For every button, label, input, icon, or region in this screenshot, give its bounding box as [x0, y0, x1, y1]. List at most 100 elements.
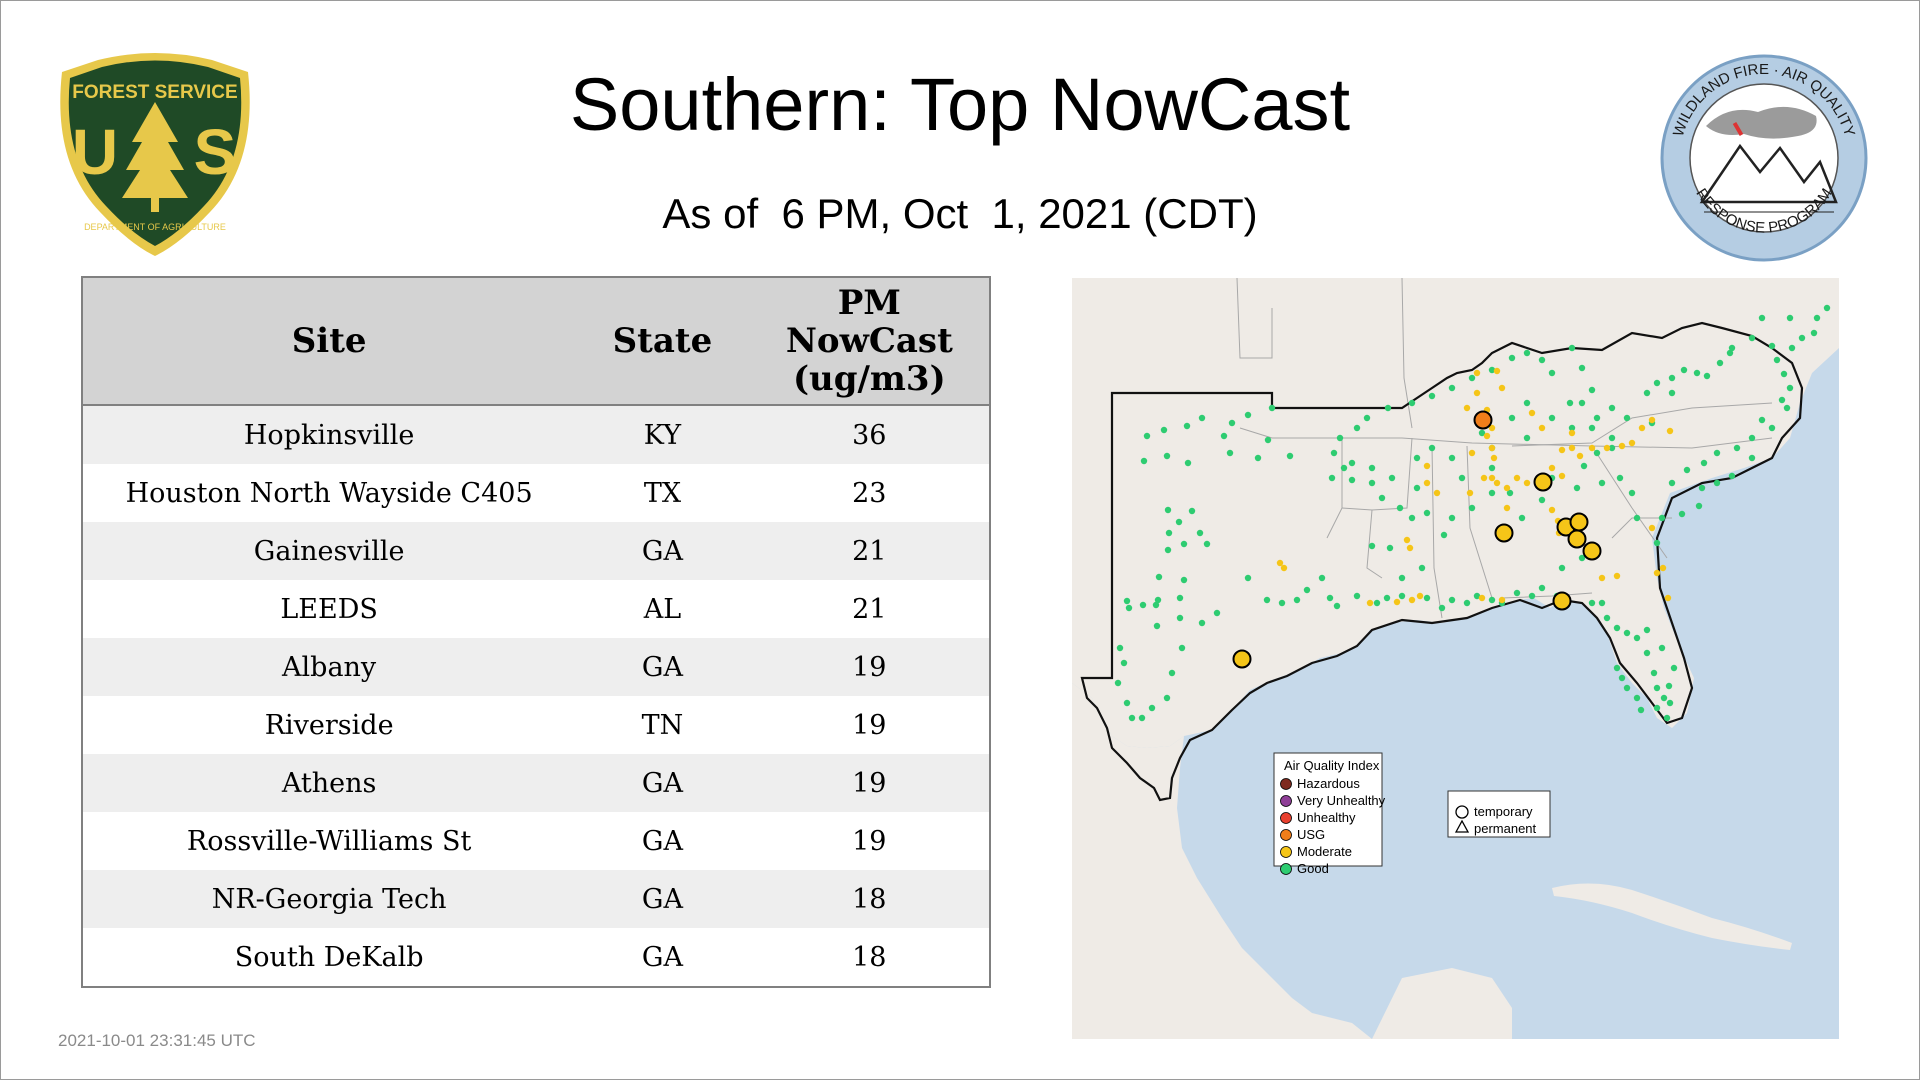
svg-text:S: S — [194, 116, 237, 188]
station-moderate — [1503, 484, 1511, 492]
station-good — [1637, 706, 1645, 714]
cell-value: 36 — [749, 405, 990, 464]
station-moderate — [1666, 427, 1674, 435]
station-good — [1670, 664, 1678, 672]
cell-value: 21 — [749, 522, 990, 580]
triangle-icon — [1454, 819, 1470, 833]
station-good — [1138, 714, 1146, 722]
station-good — [1713, 479, 1721, 487]
svg-text:FOREST SERVICE: FOREST SERVICE — [72, 82, 237, 103]
station-good — [1198, 619, 1206, 627]
station-moderate — [1576, 452, 1584, 460]
station-good — [1398, 592, 1406, 600]
station-moderate — [1503, 504, 1511, 512]
legend-label: Hazardous — [1297, 776, 1360, 791]
station-good — [1616, 474, 1624, 482]
station-moderate — [1393, 598, 1401, 606]
station-good — [1598, 599, 1606, 607]
station-good — [1440, 531, 1448, 539]
station-good — [1488, 489, 1496, 497]
station-good — [1786, 384, 1794, 392]
shape-legend-permanent: permanent — [1474, 821, 1537, 836]
station-moderate — [1416, 592, 1424, 600]
cell-state: KY — [575, 405, 750, 464]
station-good — [1643, 389, 1651, 397]
station-good — [1813, 314, 1821, 322]
station-good — [1183, 422, 1191, 430]
station-good — [1748, 434, 1756, 442]
cell-state: GA — [575, 522, 750, 580]
top-site-marker — [1232, 649, 1252, 669]
station-moderate — [1664, 594, 1672, 602]
station-good — [1448, 596, 1456, 604]
station-good — [1663, 714, 1671, 722]
station-good — [1163, 694, 1171, 702]
cell-site: Houston North Wayside C405 — [82, 464, 576, 522]
top-site-marker — [1567, 529, 1587, 549]
station-moderate — [1648, 416, 1656, 424]
top-site-marker — [1582, 541, 1602, 561]
cell-state: GA — [575, 928, 750, 987]
station-moderate — [1473, 369, 1481, 377]
station-good — [1286, 452, 1294, 460]
station-good — [1378, 494, 1386, 502]
station-good — [1733, 444, 1741, 452]
station-good — [1528, 592, 1536, 600]
header-site: Site — [82, 277, 576, 406]
station-good — [1538, 356, 1546, 364]
station-good — [1180, 576, 1188, 584]
cell-site: Rossville-Williams St — [82, 812, 576, 870]
cell-value: 19 — [749, 696, 990, 754]
station-good — [1613, 624, 1621, 632]
station-good — [1328, 474, 1336, 482]
station-good — [1683, 466, 1691, 474]
station-good — [1188, 507, 1196, 515]
station-good — [1176, 614, 1184, 622]
station-good — [1823, 304, 1831, 312]
station-good — [1768, 424, 1776, 432]
station-good — [1566, 399, 1574, 407]
station-good — [1773, 356, 1781, 364]
station-good — [1580, 462, 1588, 470]
station-good — [1488, 596, 1496, 604]
aqi-monitor-map: Air Quality Index Hazardous Very Unhealth… — [1072, 278, 1839, 1039]
station-good — [1264, 436, 1272, 444]
station-moderate — [1498, 384, 1506, 392]
table-header-row: Site State PM NowCast (ug/m3) — [82, 277, 990, 406]
legend-swatch — [1280, 863, 1292, 875]
table-row: Hopkinsville KY 36 — [82, 405, 990, 464]
station-good — [1653, 539, 1661, 547]
table-row: Houston North Wayside C405 TX 23 — [82, 464, 990, 522]
station-good — [1244, 411, 1252, 419]
legend-label: Good — [1297, 861, 1329, 876]
forest-service-logo: FOREST SERVICE U S DEPARTMENT OF AGRICUL… — [50, 52, 260, 258]
station-good — [1198, 414, 1206, 422]
station-good — [1810, 329, 1818, 337]
station-moderate — [1490, 454, 1498, 462]
top-nowcast-table: Site State PM NowCast (ug/m3) Hopkinsvil… — [81, 276, 991, 988]
station-moderate — [1648, 524, 1656, 532]
station-good — [1120, 659, 1128, 667]
station-good — [1653, 379, 1661, 387]
wildland-fire-logo: WILDLAND FIRE · AIR QUALITY RESPONSE PRO… — [1658, 52, 1870, 264]
station-good — [1438, 604, 1446, 612]
station-good — [1593, 414, 1601, 422]
station-good — [1353, 592, 1361, 600]
cell-site: Riverside — [82, 696, 576, 754]
station-good — [1330, 449, 1338, 457]
generated-timestamp: 2021-10-01 23:31:45 UTC — [58, 1031, 256, 1050]
station-good — [1140, 457, 1148, 465]
cell-value: 21 — [749, 580, 990, 638]
station-good — [1123, 597, 1131, 605]
station-good — [1368, 464, 1376, 472]
cell-value: 18 — [749, 928, 990, 987]
cell-site: Gainesville — [82, 522, 576, 580]
station-good — [1726, 349, 1734, 357]
cell-state: GA — [575, 754, 750, 812]
station-moderate — [1558, 472, 1566, 480]
station-good — [1180, 540, 1188, 548]
station-good — [1593, 449, 1601, 457]
station-good — [1548, 369, 1556, 377]
legend-swatch — [1280, 795, 1292, 807]
cell-site: Athens — [82, 754, 576, 812]
